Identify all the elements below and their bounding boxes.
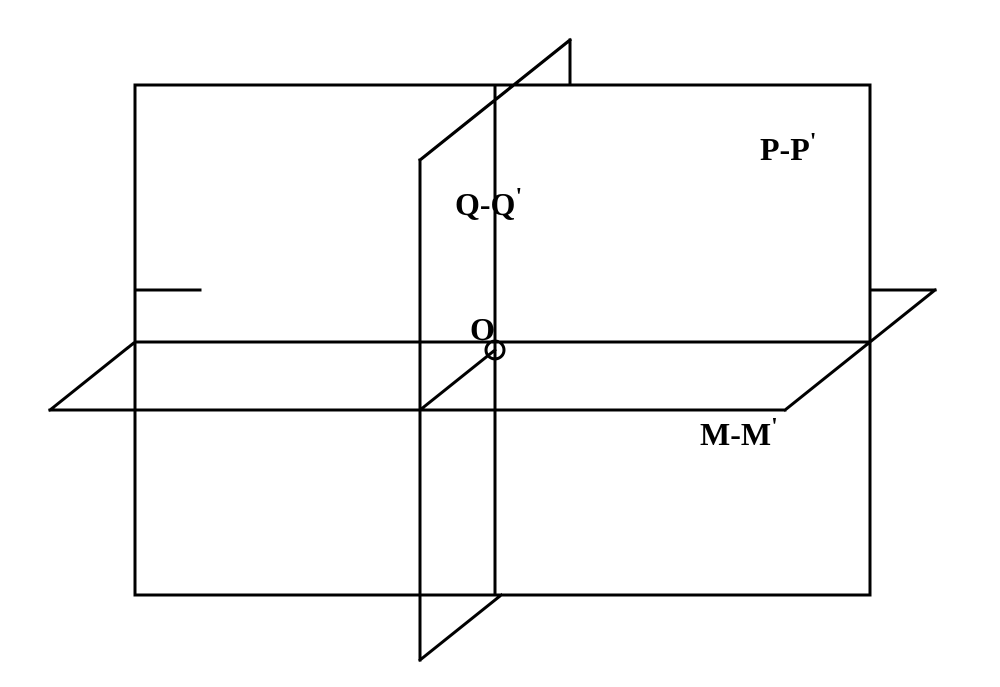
m-right-oblique-back <box>870 290 935 342</box>
label-m: M-M' <box>700 414 778 452</box>
label-q: Q-Q' <box>455 184 522 222</box>
qm-intersection-front <box>420 350 495 410</box>
m-left-oblique-front <box>50 342 135 410</box>
label-p: P-P' <box>760 129 816 167</box>
label-o: O <box>470 311 495 347</box>
m-right-oblique-front <box>785 342 870 410</box>
q-bottom-oblique <box>420 595 501 660</box>
labels-group: P-P' Q-Q' M-M' O <box>455 129 816 452</box>
planes-diagram: P-P' Q-Q' M-M' O <box>0 0 1000 687</box>
